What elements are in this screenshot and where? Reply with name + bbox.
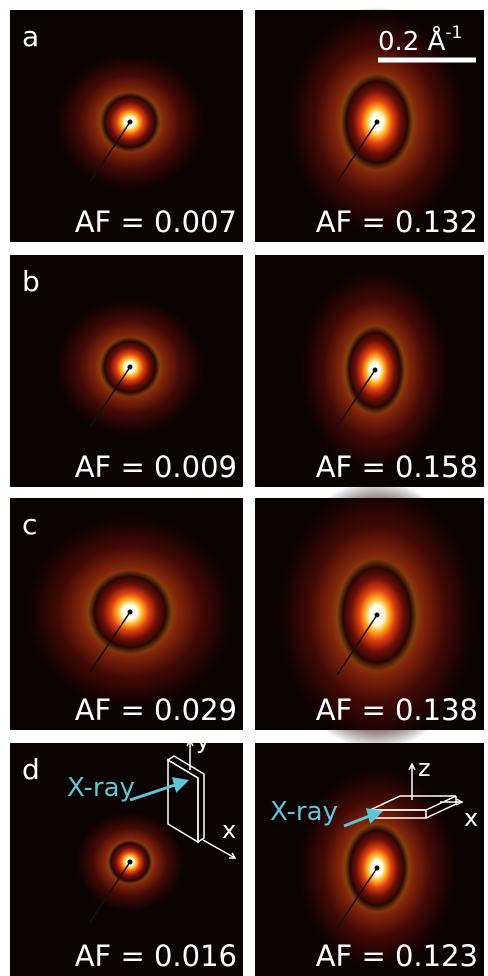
axis-label: z xyxy=(418,754,431,782)
beamstop xyxy=(334,369,376,431)
anisotropy-factor: AF = 0.123 xyxy=(316,939,478,973)
beamstop xyxy=(336,867,378,929)
beam-label: X-ray xyxy=(270,797,338,827)
sample-plate-vertical xyxy=(166,738,237,859)
anisotropy-factor: AF = 0.138 xyxy=(316,693,478,727)
beam-center xyxy=(127,119,133,125)
anisotropy-factor: AF = 0.132 xyxy=(316,205,478,239)
anisotropy-factor: AF = 0.009 xyxy=(75,450,237,484)
beam-center xyxy=(127,364,133,370)
anisotropy-factor: AF = 0.029 xyxy=(75,693,237,727)
anisotropy-factor: AF = 0.016 xyxy=(75,939,237,973)
beam-center xyxy=(372,367,378,373)
scale-label: 0.2 Å-1 xyxy=(378,23,462,57)
anisotropy-factor: AF = 0.158 xyxy=(316,450,478,484)
beam-center xyxy=(374,865,380,871)
beamstop xyxy=(89,121,131,183)
beamstop xyxy=(336,614,378,676)
beamstop xyxy=(89,861,131,923)
anisotropy-factor: AF = 0.007 xyxy=(75,205,237,239)
beam-center xyxy=(374,119,380,125)
beam-arrow xyxy=(129,777,190,802)
beam-center xyxy=(127,859,133,865)
panel-label: c xyxy=(22,508,37,541)
beamstop xyxy=(336,121,378,183)
axis-label: y xyxy=(196,726,210,754)
panel-label: d xyxy=(22,753,40,786)
beamstop xyxy=(89,611,131,673)
panel-label: a xyxy=(22,20,39,53)
axis-label: x xyxy=(222,816,236,844)
beam-arrow xyxy=(343,808,384,828)
axis-label: x xyxy=(464,804,478,832)
beamstop xyxy=(89,366,131,428)
beam-center xyxy=(127,609,133,615)
beam-label: X-ray xyxy=(67,773,135,803)
panel-label: b xyxy=(22,265,40,298)
beam-center xyxy=(374,612,380,618)
